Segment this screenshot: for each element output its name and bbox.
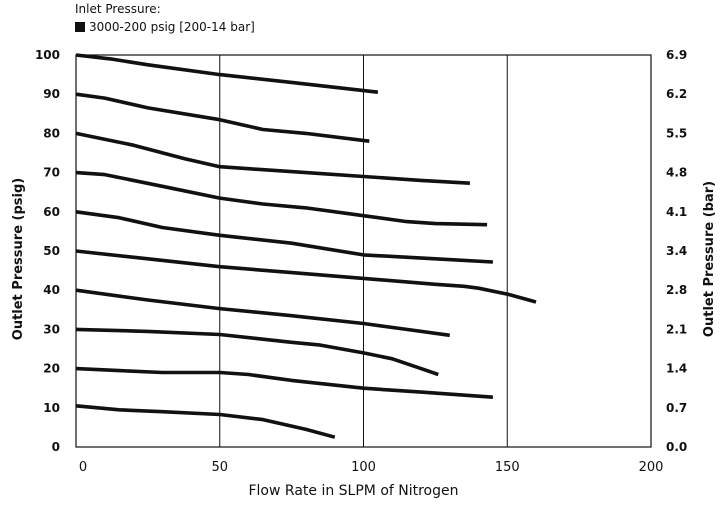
series-line-8: [75, 327, 439, 377]
series-line-2: [75, 92, 370, 143]
x-tick-label: 0: [79, 460, 87, 475]
legend-swatch: [75, 22, 85, 32]
y-tick-label: 70: [43, 166, 60, 180]
x-tick-label: 100: [351, 460, 376, 475]
y2-tick-label: 0.0: [666, 440, 687, 454]
series-group: [75, 53, 537, 439]
y-tick-label: 20: [43, 362, 60, 376]
series-line-9: [75, 366, 494, 399]
y-tick-label: 80: [43, 126, 60, 140]
y-tick-label: 0: [52, 440, 60, 454]
y2-axis-title: Outlet Pressure (bar): [702, 181, 717, 337]
y2-tick-label: 4.8: [666, 166, 687, 180]
x-tick-label: 150: [495, 460, 520, 475]
y-tick-label: 50: [43, 244, 60, 258]
y-tick-label: 100: [35, 48, 60, 62]
y2-tick-label: 1.4: [666, 362, 687, 376]
series-line-4: [75, 170, 488, 227]
y2-tick-label: 2.8: [666, 283, 687, 297]
series-line-3: [75, 131, 471, 185]
y2-tick-label: 3.4: [666, 244, 687, 258]
x-tick-label: 50: [211, 460, 228, 475]
y-tick-label: 90: [43, 87, 60, 101]
x-tick-label: 200: [639, 460, 664, 475]
series-line-5: [75, 210, 494, 264]
legend-entry: 3000-200 psig [200-14 bar]: [75, 20, 255, 34]
y-tick-label: 30: [43, 322, 60, 336]
y-tick-label: 60: [43, 205, 60, 219]
y2-tick-label: 6.9: [666, 48, 687, 62]
series-line-6: [75, 249, 537, 304]
y2-tick-label: 2.1: [666, 322, 687, 336]
x-axis-title: Flow Rate in SLPM of Nitrogen: [248, 483, 458, 499]
y2-tick-label: 5.5: [666, 126, 687, 140]
y-tick-label: 40: [43, 283, 60, 297]
series-line-10: [75, 404, 336, 439]
legend-entry-label: 3000-200 psig [200-14 bar]: [89, 20, 255, 34]
series-line-7: [75, 288, 451, 338]
y2-tick-label: 4.1: [666, 205, 687, 219]
y2-tick-label: 0.7: [666, 401, 687, 415]
series-line-1: [75, 53, 379, 94]
y-axis-title: Outlet Pressure (psig): [11, 178, 26, 340]
y-tick-label: 10: [43, 401, 60, 415]
y2-tick-label: 6.2: [666, 87, 687, 101]
legend-title: Inlet Pressure:: [75, 2, 161, 16]
tick-labels: 0 10 20 30 40 50 60 70 80 90 100 0.0 0.7 1.4 2.1 2.8 3.4…: [35, 48, 687, 475]
